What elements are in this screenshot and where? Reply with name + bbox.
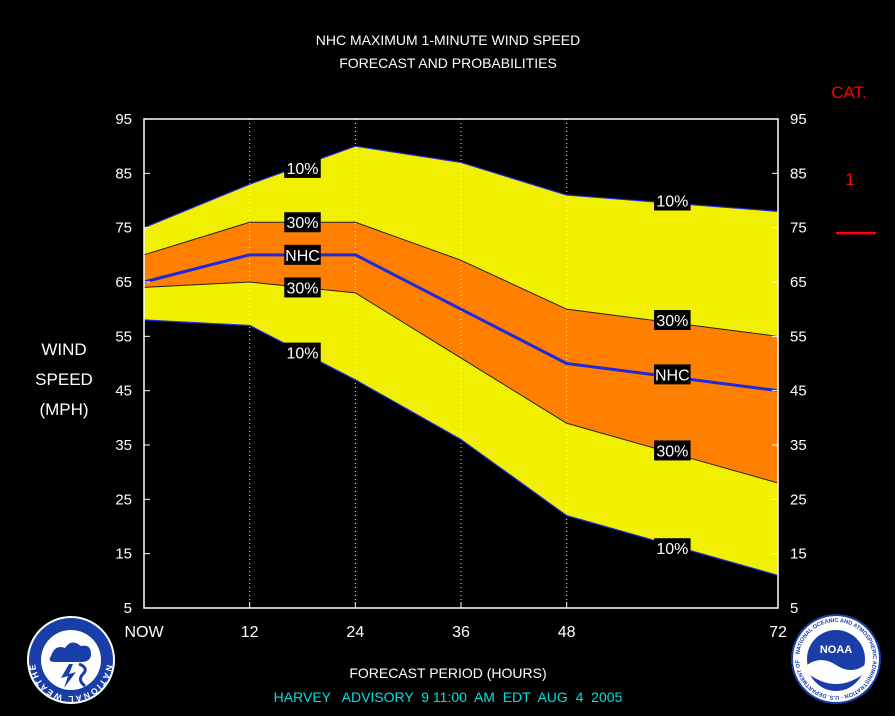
x-tick-label-36: 36: [452, 624, 470, 641]
y-tick-label-right-45: 45: [790, 383, 807, 400]
annotation-box-7: [654, 364, 691, 385]
y-tick-label-left-5: 5: [124, 600, 132, 617]
annotation-3: 30%: [284, 277, 321, 298]
y-tick-label-left-55: 55: [115, 328, 132, 345]
y-tick-label-left-85: 85: [115, 165, 132, 182]
nws-logo-lightning: [61, 664, 76, 688]
y-tick-label-left-45: 45: [115, 383, 132, 400]
y-tick-label-right-65: 65: [790, 274, 807, 291]
annotation-label-9: 10%: [656, 541, 688, 558]
annotation-label-6: 30%: [656, 313, 688, 330]
series-line-upper-30: [143, 221, 779, 337]
y-tick-label-right-55: 55: [790, 328, 807, 345]
x-axis-title: FORECAST PERIOD (HOURS): [349, 665, 546, 681]
annotation-2: NHC: [284, 244, 321, 265]
y-tick-label-right-85: 85: [790, 165, 807, 182]
annotation-box-0: [284, 157, 321, 178]
y-axis-title-line-3: (MPH): [39, 400, 88, 419]
annotation-box-6: [654, 310, 691, 331]
advisory-footer: HARVEY ADVISORY 9 11:00 AM EDT AUG 4 200…: [274, 689, 623, 705]
annotation-box-5: [654, 190, 691, 211]
annotation-9: 10%: [654, 538, 691, 559]
series-line-lower-30: [143, 281, 779, 484]
y-tick-label-right-35: 35: [790, 437, 807, 454]
category-label-0: 1: [845, 170, 854, 189]
y-tick-label-left-35: 35: [115, 437, 132, 454]
annotation-label-1: 30%: [286, 215, 318, 232]
y-axis-title-line-2: SPEED: [35, 370, 93, 389]
annotation-label-3: 30%: [286, 280, 318, 297]
y-tick-label-left-95: 95: [115, 111, 132, 128]
nws-logo-icon: NATIONAL WEATHER SERVICE: [27, 616, 115, 704]
annotation-0: 10%: [284, 157, 321, 178]
y-tick-label-left-65: 65: [115, 274, 132, 291]
x-tick-label-12: 12: [241, 624, 259, 641]
annotation-box-3: [284, 277, 321, 298]
noaa-logo-gull: [807, 660, 865, 685]
category-header: CAT.: [831, 83, 867, 102]
annotation-label-5: 10%: [656, 194, 688, 211]
annotation-8: 30%: [654, 440, 691, 461]
nws-logo-cloud: [49, 642, 92, 662]
annotation-label-2: NHC: [285, 248, 320, 265]
y-tick-label-left-25: 25: [115, 491, 132, 508]
annotation-box-8: [654, 440, 691, 461]
band-30-percent: [144, 222, 778, 484]
noaa-logo-wave: [810, 675, 862, 691]
annotation-label-4: 10%: [286, 346, 318, 363]
x-tick-label-0: NOW: [124, 624, 164, 641]
category-scale: 1: [836, 170, 876, 235]
chart-title: NHC MAXIMUM 1-MINUTE WIND SPEED: [316, 32, 580, 48]
annotation-box-4: [284, 342, 321, 363]
series-line-upper-10: [143, 145, 779, 229]
annotation-box-1: [284, 212, 321, 233]
x-tick-label-48: 48: [558, 624, 576, 641]
series-line-nhc: [143, 253, 779, 393]
y-tick-label-left-15: 15: [115, 546, 132, 563]
y-tick-label-left-75: 75: [115, 220, 132, 237]
annotation-4: 10%: [284, 342, 321, 363]
noaa-logo-icon: NOAA NATIONAL OCEANIC AND ATMOSPHERIC AD…: [791, 614, 881, 704]
y-tick-label-right-5: 5: [790, 600, 798, 617]
y-tick-label-right-75: 75: [790, 220, 807, 237]
x-tick-label-72: 72: [769, 624, 787, 641]
y-axis-title: WIND SPEED (MPH): [35, 340, 93, 419]
y-tick-label-right-15: 15: [790, 546, 807, 563]
y-tick-label-right-95: 95: [790, 111, 807, 128]
noaa-logo-center-text: NOAA: [820, 644, 852, 656]
annotation-box-9: [654, 538, 691, 559]
annotation-label-7: NHC: [655, 367, 690, 384]
annotation-label-8: 30%: [656, 443, 688, 460]
annotation-box-2: [284, 244, 321, 265]
chart-subtitle: FORECAST AND PROBABILITIES: [339, 55, 557, 71]
annotation-1: 30%: [284, 212, 321, 233]
x-tick-label-24: 24: [346, 624, 364, 641]
nws-logo-tornado: [78, 662, 87, 688]
series-line-lower-10: [143, 319, 779, 576]
y-axis-title-line-1: WIND: [41, 340, 86, 359]
annotation-label-0: 10%: [286, 161, 318, 178]
annotation-7: NHC: [654, 364, 691, 385]
y-tick-label-right-25: 25: [790, 491, 807, 508]
annotation-6: 30%: [654, 310, 691, 331]
annotation-5: 10%: [654, 190, 691, 211]
